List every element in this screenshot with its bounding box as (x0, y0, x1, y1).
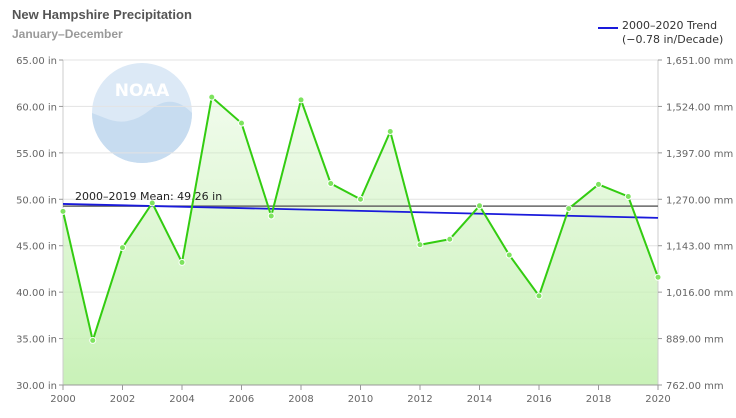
y-tick-label: 65.00 in (16, 56, 57, 67)
data-point-2014[interactable] (476, 202, 483, 210)
noaa-logo-text: NOAA (115, 81, 170, 101)
data-point-2009[interactable] (327, 180, 335, 187)
y2-tick-label: 1,016.00 mm (666, 288, 733, 299)
x-tick-label: 2012 (407, 394, 432, 405)
data-point-2005[interactable] (208, 93, 216, 101)
y2-tick-label: 889.00 mm (666, 335, 724, 346)
trend-line[interactable] (62, 203, 659, 219)
noaa-logo-wave (92, 101, 192, 163)
data-point-2015[interactable] (505, 251, 513, 259)
x-tick-label: 2018 (586, 394, 611, 405)
series-area (63, 97, 658, 386)
x-tick-label: 2004 (169, 394, 194, 405)
x-tick-label: 2014 (467, 394, 492, 405)
x-tick-label: 2002 (110, 394, 135, 405)
y-tick-label: 50.00 in (16, 195, 57, 206)
y2-tick-label: 1,143.00 mm (666, 242, 733, 253)
y-tick-label: 40.00 in (16, 288, 57, 299)
y-tick-label: 35.00 in (16, 335, 57, 346)
y-tick-label: 60.00 in (16, 102, 57, 113)
x-tick-label: 2020 (645, 394, 670, 405)
data-point-2002[interactable] (119, 244, 126, 252)
data-point-2019[interactable] (624, 193, 632, 200)
y2-tick-label: 1,524.00 mm (666, 102, 733, 113)
data-point-2007[interactable] (267, 212, 275, 220)
chart-title: New Hampshire Precipitation (12, 7, 192, 22)
data-point-2003[interactable] (148, 199, 156, 207)
x-axis-ticks: 2000 2002 2004 2006 2008 2010 2012 2014 2016 2018… (50, 385, 671, 405)
noaa-logo: NOAA (92, 63, 192, 163)
x-tick-label: 2000 (50, 394, 75, 405)
data-point-2006[interactable] (238, 119, 245, 127)
data-point-2012[interactable] (416, 241, 424, 249)
mean-label: 2000–2019 Mean: 49.26 in (75, 190, 222, 203)
legend-swatch-trend (598, 27, 618, 29)
data-point-2011[interactable] (386, 128, 394, 135)
y-axis-ticks: 30.00 in 35.00 in 40.00 in 45.00 in 50.00 in… (16, 56, 63, 392)
y2-tick-label: 1,270.00 mm (666, 195, 733, 206)
y2-tick-label: 1,651.00 mm (666, 56, 733, 67)
data-point-2018[interactable] (595, 180, 602, 188)
x-tick-label: 2006 (229, 394, 254, 405)
data-point-2004[interactable] (178, 258, 186, 266)
legend-label-line2: (−0.78 in/Decade) (622, 33, 724, 46)
data-points[interactable] (59, 93, 662, 344)
chart-subtitle: January–December (12, 27, 123, 41)
data-point-2008[interactable] (297, 96, 305, 104)
x-tick-label: 2016 (526, 394, 551, 405)
data-point-2017[interactable] (565, 205, 573, 213)
data-point-2016[interactable] (535, 292, 543, 300)
y-tick-label: 55.00 in (16, 149, 57, 160)
legend-label-line1: 2000–2020 Trend (622, 19, 718, 32)
legend-label: 2000–2020 Trend (−0.78 in/Decade) (622, 19, 723, 47)
data-point-2010[interactable] (357, 195, 364, 203)
y-tick-label: 45.00 in (16, 242, 57, 253)
data-point-2020[interactable] (654, 273, 662, 281)
data-point-2001[interactable] (89, 336, 97, 344)
x-tick-label: 2008 (288, 394, 313, 405)
y2-tick-label: 1,397.00 mm (666, 149, 733, 160)
y2-axis-ticks: 762.00 mm 889.00 mm 1,016.00 mm 1,143.00 mm… (658, 56, 733, 392)
y-tick-label: 30.00 in (16, 381, 57, 392)
data-point-2013[interactable] (446, 235, 454, 243)
data-point-2000[interactable] (59, 207, 67, 215)
y2-tick-label: 762.00 mm (666, 381, 724, 392)
x-tick-label: 2010 (348, 394, 373, 405)
